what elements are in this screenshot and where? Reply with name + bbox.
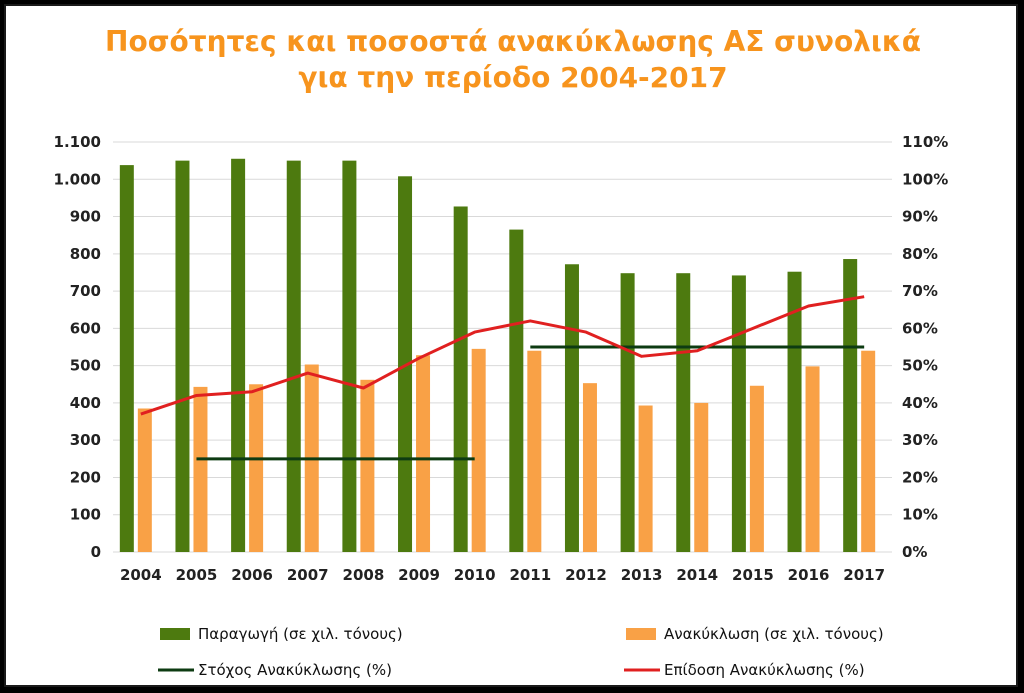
legend: Παραγωγή (σε χιλ. τόνους) Ανακύκλωση (σε …	[158, 625, 884, 679]
production-bar	[676, 273, 691, 552]
recycling-bar	[249, 384, 264, 552]
x-axis-tick-label: 2017	[843, 566, 885, 584]
right-axis-tick-label: 100%	[902, 170, 948, 188]
recycling-bar	[137, 408, 152, 552]
left-axis-tick-label: 500	[70, 357, 101, 375]
recycling-bar	[694, 402, 709, 552]
x-axis-tick-label: 2008	[343, 566, 385, 584]
left-axis-tick-label: 200	[70, 468, 101, 486]
left-axis-tick-label: 900	[70, 208, 101, 226]
x-axis-ticks: 2004 2005 2006 2007 2008 2009 2010 2011 2012 2013…	[120, 566, 885, 584]
left-axis-tick-label: 1.000	[54, 170, 101, 188]
right-axis-ticks: 0% 10% 20% 30% 40% 50% 60% 70% 80% 90% 100% 110%	[902, 133, 948, 561]
x-axis-tick-label: 2010	[454, 566, 496, 584]
recycling-bar	[360, 379, 375, 552]
production-bar	[787, 271, 802, 552]
right-axis-tick-label: 10%	[902, 506, 938, 524]
right-axis-tick-label: 40%	[902, 394, 938, 412]
left-axis-tick-label: 800	[70, 245, 101, 263]
production-bar	[119, 165, 134, 553]
chart-title-line-2: για την περίοδο 2004-2017	[298, 61, 728, 94]
right-axis-tick-label: 80%	[902, 245, 938, 263]
left-axis-tick-label: 700	[70, 282, 101, 300]
left-axis-tick-label: 300	[70, 431, 101, 449]
recycling-bar	[471, 348, 486, 552]
production-bar	[286, 160, 301, 553]
legend-swatch	[160, 628, 190, 640]
recycling-bar	[638, 405, 653, 552]
x-axis-tick-label: 2005	[176, 566, 218, 584]
right-axis-tick-label: 50%	[902, 357, 938, 375]
bar-series	[119, 158, 876, 553]
left-axis-tick-label: 400	[70, 394, 101, 412]
production-bar	[342, 160, 357, 553]
recycling-bar	[416, 355, 431, 552]
production-bar	[731, 275, 746, 552]
performance-line	[140, 295, 865, 416]
legend-label: Στόχος Ανακύκλωσης (%)	[198, 661, 392, 679]
left-axis-tick-label: 1.100	[54, 133, 101, 151]
legend-label: Ανακύκλωση (σε χιλ. τόνους)	[664, 625, 884, 643]
x-axis-tick-label: 2015	[732, 566, 774, 584]
chart-title-line-1: Ποσότητες και ποσοστά ανακύκλωσης ΑΣ συν…	[105, 25, 921, 58]
x-axis-tick-label: 2004	[120, 566, 162, 584]
left-axis-tick-label: 100	[70, 506, 101, 524]
left-axis-tick-label: 600	[70, 319, 101, 337]
production-bar	[509, 229, 524, 552]
production-bar	[175, 160, 190, 553]
x-axis-tick-label: 2012	[565, 566, 607, 584]
legend-label: Επίδοση Ανακύκλωσης (%)	[664, 661, 865, 679]
x-axis-tick-label: 2007	[287, 566, 329, 584]
production-bar	[231, 158, 246, 553]
right-axis-tick-label: 30%	[902, 431, 938, 449]
recycling-bar	[861, 350, 876, 552]
x-axis-tick-label: 2013	[621, 566, 663, 584]
production-bar	[564, 264, 579, 552]
chart-frame: Ποσότητες και ποσοστά ανακύκλωσης ΑΣ συν…	[4, 4, 1018, 687]
left-axis-tick-label: 0	[91, 543, 101, 561]
recycling-bar	[527, 350, 542, 552]
recycling-bar	[582, 383, 597, 552]
recycling-bar	[193, 386, 208, 552]
chart-title: Ποσότητες και ποσοστά ανακύκλωσης ΑΣ συν…	[6, 24, 1020, 96]
x-axis-tick-label: 2016	[788, 566, 830, 584]
production-bar	[453, 206, 468, 552]
chart-plot: 0 100 200 300 400 500 600 700 800 900 1.000 1.100 0%…	[54, 133, 949, 679]
right-axis-tick-label: 70%	[902, 282, 938, 300]
right-axis-tick-label: 0%	[902, 543, 927, 561]
production-bar	[620, 273, 635, 552]
production-bar	[843, 259, 858, 552]
right-axis-tick-label: 20%	[902, 468, 938, 486]
x-axis-tick-label: 2006	[231, 566, 273, 584]
right-axis-tick-label: 60%	[902, 319, 938, 337]
recycling-bar	[749, 385, 764, 552]
right-axis-tick-label: 90%	[902, 208, 938, 226]
left-axis-ticks: 0 100 200 300 400 500 600 700 800 900 1.000 1.100	[54, 133, 101, 561]
legend-label: Παραγωγή (σε χιλ. τόνους)	[198, 625, 403, 643]
recycling-bar	[805, 366, 820, 552]
x-axis-tick-label: 2009	[398, 566, 440, 584]
legend-swatch	[626, 628, 656, 640]
x-axis-tick-label: 2014	[676, 566, 718, 584]
right-axis-tick-label: 110%	[902, 133, 948, 151]
x-axis-tick-label: 2011	[509, 566, 551, 584]
